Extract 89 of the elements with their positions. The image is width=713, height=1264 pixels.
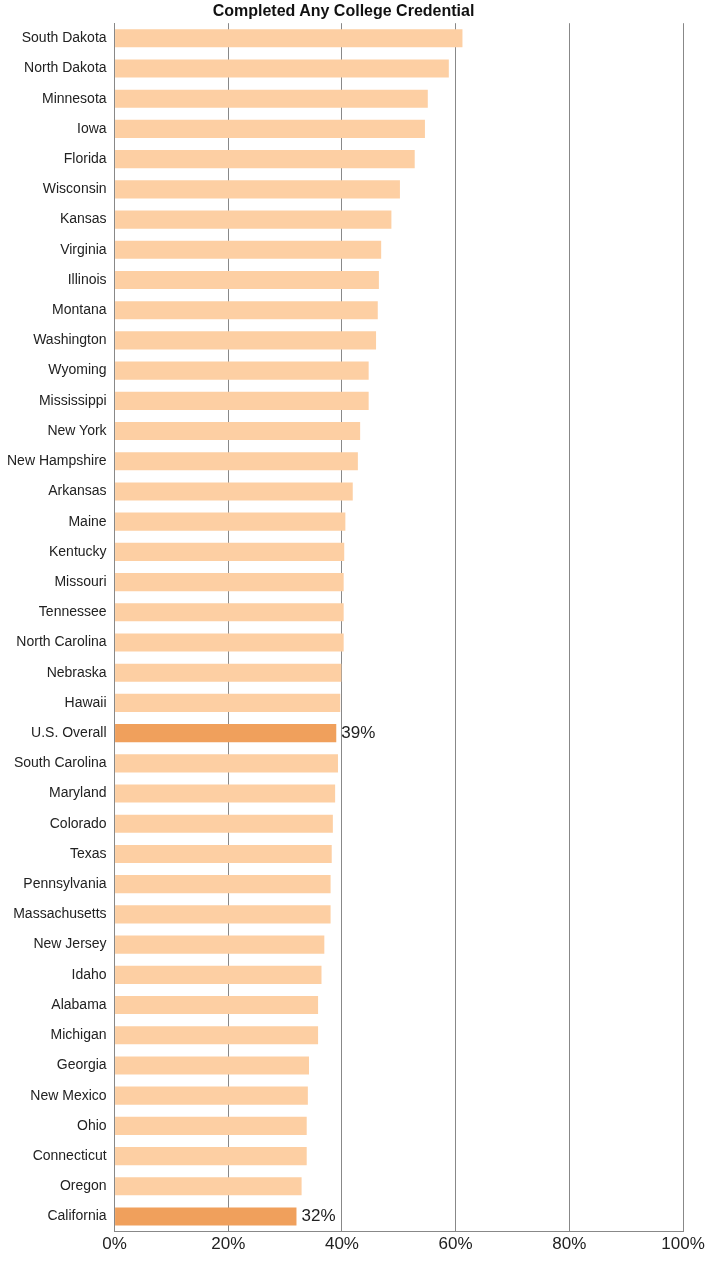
bar [115, 180, 400, 199]
bar [115, 995, 319, 1015]
y-tick-label: Alabama [51, 995, 107, 1012]
y-tick-label: Wyoming [48, 361, 107, 378]
bar [115, 361, 369, 380]
y-tick-label: Massachusetts [13, 905, 107, 922]
data-label: 32% [301, 1206, 336, 1226]
y-tick-label: New Jersey [33, 935, 107, 952]
y-tick-label: Mississippi [38, 391, 107, 408]
y-tick-label: Tennessee [38, 603, 107, 620]
y-tick-label: Michigan [50, 1026, 107, 1043]
y-tick-label: Maryland [48, 784, 107, 801]
y-tick-label: Kentucky [48, 542, 107, 559]
y-tick-label: Nebraska [46, 663, 107, 680]
bar [115, 331, 377, 350]
y-tick-label: U.S. Overall [31, 723, 107, 740]
y-tick-label: North Carolina [16, 633, 107, 650]
bar [115, 1147, 307, 1166]
y-tick-label: Pennsylvania [23, 875, 107, 892]
y-tick-label: Maine [68, 512, 107, 529]
bar [115, 1116, 307, 1135]
y-tick-label: Ohio [77, 1116, 107, 1133]
bar [115, 1026, 319, 1045]
bar [115, 573, 344, 592]
x-tick-label: 100% [661, 1234, 705, 1254]
bar [115, 59, 449, 78]
bar [115, 421, 361, 441]
bar [115, 512, 346, 531]
x-tick-label: 80% [552, 1234, 587, 1254]
data-label: 39% [341, 722, 376, 742]
bar [115, 240, 382, 259]
bar [115, 724, 337, 743]
bar [115, 119, 425, 138]
bar [115, 693, 341, 712]
bar [115, 301, 378, 320]
bar [115, 754, 338, 773]
y-tick-label: Hawaii [64, 693, 107, 710]
bar [115, 1207, 297, 1226]
y-tick-label: Kansas [59, 210, 107, 227]
y-tick-label: Texas [70, 844, 107, 861]
bar [115, 542, 345, 561]
y-tick-label: South Dakota [21, 29, 107, 46]
y-tick-label: Connecticut [32, 1146, 107, 1163]
y-tick-label: Wisconsin [42, 180, 107, 197]
y-tick-label: Florida [63, 150, 107, 166]
bar [115, 29, 463, 48]
bar [115, 905, 331, 924]
y-tick-label: New Mexico [30, 1086, 107, 1103]
bar [115, 391, 369, 410]
bar [115, 89, 428, 108]
y-tick-label: New York [47, 421, 108, 438]
y-tick-label: Georgia [56, 1056, 107, 1073]
bar [115, 452, 358, 471]
y-tick-label: Illinois [67, 270, 107, 287]
x-tick-label: 60% [438, 1234, 473, 1254]
y-tick-label: Iowa [77, 119, 107, 136]
y-tick-label: Arkansas [48, 482, 107, 499]
bar [115, 270, 379, 290]
bar [115, 1177, 302, 1196]
y-tick-label: North Dakota [24, 59, 107, 76]
y-tick-label: California [47, 1207, 107, 1224]
bar [115, 784, 336, 803]
y-tick-label: Washington [33, 331, 107, 348]
bar [115, 1056, 309, 1075]
bar [115, 814, 333, 833]
x-tick-label: 0% [102, 1234, 127, 1254]
bar [115, 1086, 308, 1105]
y-tick-label: Colorado [49, 814, 107, 831]
y-tick-label: South Carolina [13, 754, 107, 771]
y-tick-label: New Hampshire [6, 452, 107, 469]
y-tick-label: Idaho [71, 965, 107, 982]
y-tick-label: Virginia [60, 240, 107, 257]
bar [115, 633, 344, 652]
bar [115, 844, 332, 864]
bar [115, 965, 322, 984]
y-tick-label: Montana [52, 301, 107, 318]
y-tick-label: Missouri [54, 572, 107, 589]
bar [115, 210, 392, 229]
y-tick-label: Minnesota [41, 89, 107, 106]
bar [115, 150, 415, 169]
bar [115, 935, 325, 954]
x-tick-label: 20% [211, 1234, 246, 1254]
chart-title: Completed Any College Credential [212, 2, 475, 20]
y-tick-label: Oregon [59, 1177, 107, 1194]
bar [115, 875, 331, 894]
x-tick-label: 40% [324, 1234, 359, 1254]
bar [115, 482, 353, 501]
bar [115, 663, 342, 682]
bar [115, 603, 344, 622]
